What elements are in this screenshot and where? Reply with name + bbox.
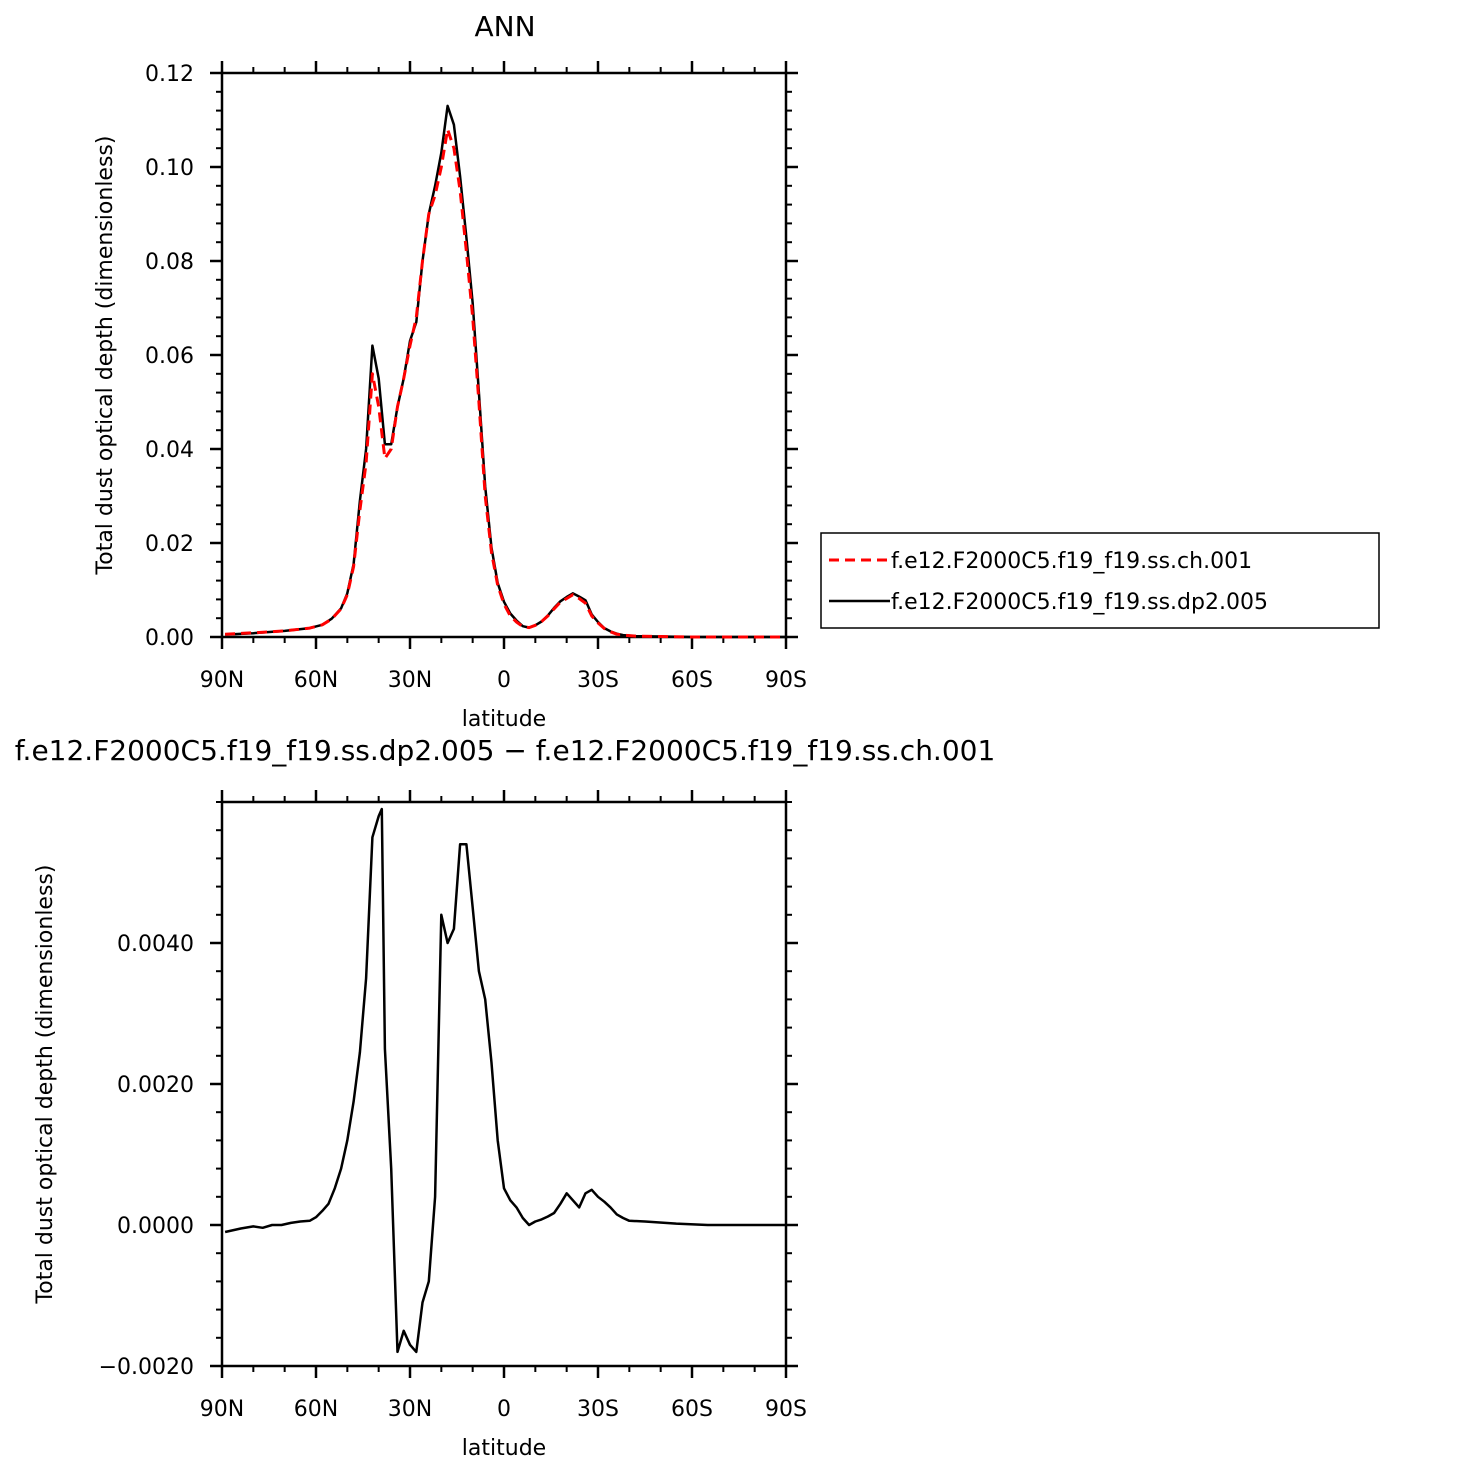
y-tick-label: 0.0000 bbox=[117, 1214, 194, 1239]
top-plot-title: ANN bbox=[474, 10, 535, 43]
legend: f.e12.F2000C5.f19_f19.ss.ch.001 f.e12.F2… bbox=[820, 532, 1380, 629]
y-tick-label: −0.0020 bbox=[99, 1355, 194, 1380]
x-tick-label: 0 bbox=[497, 668, 511, 693]
y-tick-label: 0.10 bbox=[145, 156, 194, 181]
x-tick-label: 30S bbox=[577, 1397, 619, 1422]
x-tick-label: 90S bbox=[765, 668, 807, 693]
bottom-panel: f.e12.F2000C5.f19_f19.ss.dp2.005 − f.e12… bbox=[15, 734, 996, 1461]
y-tick-label: 0.04 bbox=[145, 438, 194, 463]
x-tick-label: 60S bbox=[671, 668, 713, 693]
bottom-y-axis-title: Total dust optical depth (dimensionless) bbox=[33, 865, 58, 1305]
top-x-tick-labels: 90N 60N 30N 0 30S 60S 90S bbox=[200, 668, 807, 693]
bottom-plot-frame bbox=[220, 800, 788, 1368]
y-tick-label: 0.06 bbox=[145, 344, 194, 369]
bottom-ticks bbox=[210, 790, 798, 1378]
top-y-tick-labels: 0.00 0.02 0.04 0.06 0.08 0.10 0.12 bbox=[145, 62, 194, 651]
legend-box bbox=[820, 532, 1380, 629]
y-tick-label: 0.02 bbox=[145, 532, 194, 557]
x-tick-label: 30N bbox=[388, 1397, 432, 1422]
x-tick-label: 60N bbox=[294, 668, 338, 693]
bottom-plot-title: f.e12.F2000C5.f19_f19.ss.dp2.005 − f.e12… bbox=[15, 734, 996, 767]
top-plot-frame bbox=[220, 71, 788, 639]
top-ticks bbox=[210, 61, 798, 649]
x-tick-label: 60S bbox=[671, 1397, 713, 1422]
bottom-x-axis-title: latitude bbox=[462, 1436, 546, 1461]
x-tick-label: 90N bbox=[200, 668, 244, 693]
y-tick-label: 0.08 bbox=[145, 250, 194, 275]
top-series-lines bbox=[225, 104, 786, 639]
y-tick-label: 0.12 bbox=[145, 62, 194, 87]
legend-label-series-1: f.e12.F2000C5.f19_f19.ss.ch.001 bbox=[891, 549, 1252, 574]
bottom-y-tick-labels: −0.0020 0.0000 0.0020 0.0040 bbox=[99, 932, 194, 1380]
series-line-1 bbox=[224, 807, 786, 1354]
top-x-axis-title: latitude bbox=[462, 707, 546, 732]
x-tick-label: 60N bbox=[294, 1397, 338, 1422]
series-line-1 bbox=[225, 127, 786, 639]
x-tick-label: 90S bbox=[765, 1397, 807, 1422]
x-tick-label: 0 bbox=[497, 1397, 511, 1422]
bottom-x-tick-labels: 90N 60N 30N 0 30S 60S 90S bbox=[200, 1397, 807, 1422]
legend-label-series-2: f.e12.F2000C5.f19_f19.ss.dp2.005 bbox=[891, 590, 1268, 615]
x-tick-label: 30S bbox=[577, 668, 619, 693]
top-y-axis-title: Total dust optical depth (dimensionless) bbox=[93, 136, 118, 576]
x-tick-label: 30N bbox=[388, 668, 432, 693]
y-tick-label: 0.0040 bbox=[117, 932, 194, 957]
x-tick-label: 90N bbox=[200, 1397, 244, 1422]
y-tick-label: 0.0020 bbox=[117, 1073, 194, 1098]
top-panel: ANN 0.00 0.02 0.04 0.06 0.08 0.10 0.12 90N 60N 3… bbox=[93, 10, 1380, 732]
series-line-2 bbox=[225, 104, 786, 639]
y-tick-label: 0.00 bbox=[145, 626, 194, 651]
bottom-series-lines bbox=[224, 807, 786, 1354]
